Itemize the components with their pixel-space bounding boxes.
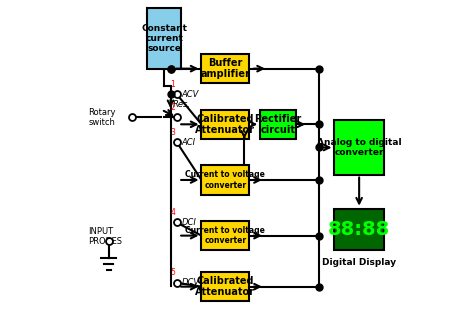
Text: 88:88: 88:88: [328, 220, 390, 239]
FancyBboxPatch shape: [334, 120, 384, 174]
Text: Calibrated
Attenuator: Calibrated Attenuator: [195, 276, 255, 297]
FancyBboxPatch shape: [201, 110, 249, 139]
FancyBboxPatch shape: [201, 272, 249, 301]
Text: 5: 5: [170, 268, 175, 277]
Text: Current to voltage
converter: Current to voltage converter: [185, 226, 265, 245]
FancyBboxPatch shape: [201, 221, 249, 250]
Text: INPUT
PROBES: INPUT PROBES: [89, 227, 123, 246]
Text: 1: 1: [171, 80, 175, 89]
FancyBboxPatch shape: [260, 110, 296, 139]
Text: DCV: DCV: [182, 278, 200, 287]
Text: ACI: ACI: [182, 138, 195, 147]
Text: DCI: DCI: [182, 218, 196, 227]
Text: Rotary
switch: Rotary switch: [89, 108, 116, 127]
Text: 4: 4: [170, 208, 175, 217]
FancyBboxPatch shape: [147, 7, 182, 69]
FancyBboxPatch shape: [201, 165, 249, 195]
Text: Digital Display: Digital Display: [322, 258, 396, 267]
Text: Buffer
amplifier: Buffer amplifier: [201, 58, 250, 80]
Text: Calibrated
Attenuator: Calibrated Attenuator: [195, 114, 255, 135]
Text: Current to voltage
converter: Current to voltage converter: [185, 170, 265, 190]
FancyBboxPatch shape: [201, 54, 249, 83]
Text: 3: 3: [170, 128, 175, 137]
Text: 2: 2: [171, 103, 175, 112]
Text: Constant
current
source: Constant current source: [141, 24, 187, 53]
Text: ACV: ACV: [182, 90, 199, 99]
Text: Res.: Res.: [173, 100, 191, 110]
Text: Analog to digital
converter: Analog to digital converter: [317, 138, 401, 157]
FancyBboxPatch shape: [334, 208, 384, 250]
Text: Rectifier
circuit: Rectifier circuit: [255, 114, 301, 135]
